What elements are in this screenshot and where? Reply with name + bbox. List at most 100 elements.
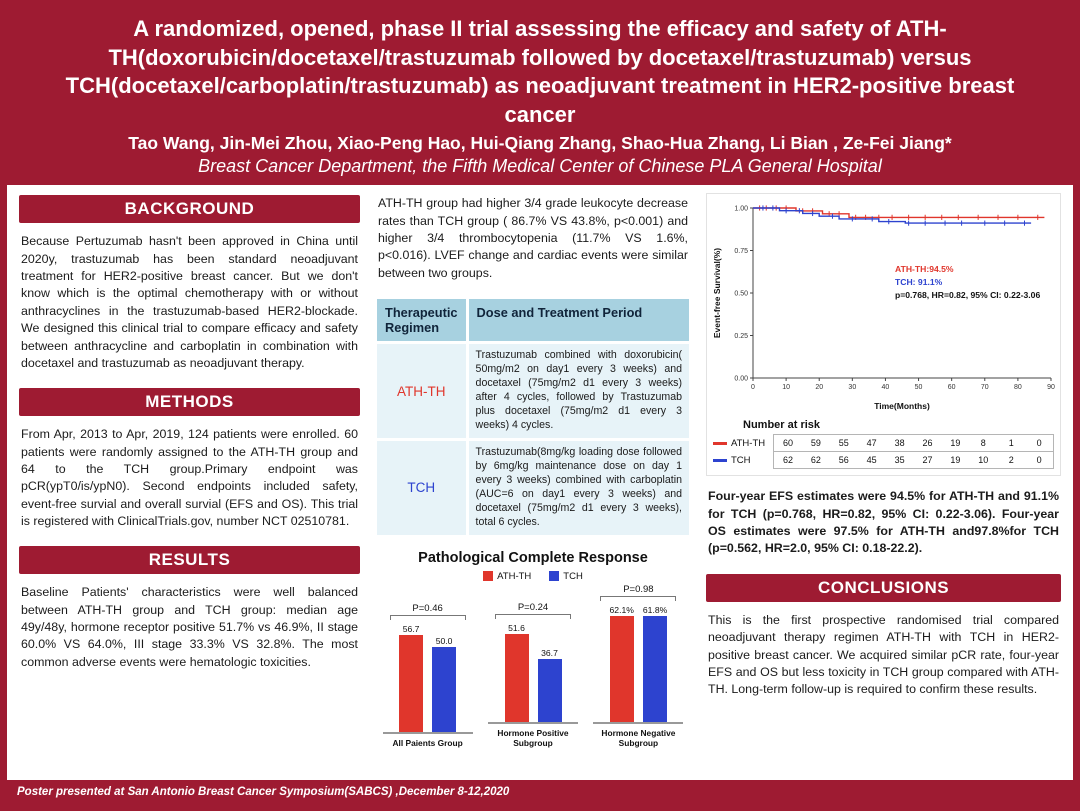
efs-os-text: Four-year EFS estimates were 94.5% for A… <box>708 489 1059 556</box>
risk-value: 19 <box>950 455 961 466</box>
regimen-desc-athth: Trastuzumab combined with doxorubicin( 5… <box>465 341 693 441</box>
svg-text:60: 60 <box>948 384 956 391</box>
pcr-bar <box>609 615 634 723</box>
pcr-bar-pair: 62.1% 61.8% <box>610 605 668 723</box>
pcr-bar <box>537 659 562 723</box>
pcr-bar <box>399 635 424 733</box>
svg-text:20: 20 <box>815 384 823 391</box>
conclusions-text: This is the first prospective randomised… <box>708 612 1059 697</box>
right-column: 1.00 0.75 0.50 0.25 0.00 0 10 20 30 40 50 60 70 80 90 E… <box>704 193 1063 778</box>
risk-value: 0 <box>1036 438 1042 449</box>
km-y-axis-label: Event-free Survival(%) <box>712 248 722 338</box>
km-annotation: TCH: 91.1% <box>895 277 943 287</box>
risk-marker-icon <box>713 459 727 463</box>
risk-value: 47 <box>866 438 877 449</box>
pcr-p-value: P=0.98 <box>623 583 654 595</box>
pcr-chart-plot-area: P=0.46 56.7 50.0 All Paients Group P=0.24 51.… <box>374 584 692 748</box>
risk-value: 1 <box>1008 438 1014 449</box>
svg-text:0.75: 0.75 <box>734 248 748 255</box>
risk-value: 45 <box>866 455 877 466</box>
pcr-bar-wrap: 62.1% <box>610 605 634 723</box>
svg-text:40: 40 <box>882 384 890 391</box>
km-survival-figure: 1.00 0.75 0.50 0.25 0.00 0 10 20 30 40 50 60 70 80 90 E… <box>706 193 1061 477</box>
risk-value: 60 <box>782 438 793 449</box>
risk-value: 0 <box>1036 455 1042 466</box>
number-at-risk-table: ATH-TH 60 59 55 47 38 26 19 8 1 0 TCH 62 62 56 45 35 27 19… <box>709 434 1058 470</box>
svg-text:0.25: 0.25 <box>734 333 748 340</box>
risk-value: 62 <box>782 455 793 466</box>
risk-group-name: TCH <box>731 455 751 467</box>
pcr-bar <box>432 646 457 733</box>
background-text: Because Pertuzumab hasn't been approved … <box>21 234 358 370</box>
risk-row-ath-th: ATH-TH 60 59 55 47 38 26 19 8 1 0 <box>713 434 1054 453</box>
pcr-bar-wrap: 56.7 <box>399 624 424 733</box>
risk-value: 55 <box>838 438 849 449</box>
risk-marker-icon <box>713 441 727 445</box>
risk-value: 56 <box>838 455 849 466</box>
legend-swatch-athth-icon <box>483 571 494 582</box>
risk-value: 35 <box>894 455 905 466</box>
pcr-axis-line <box>488 722 578 724</box>
legend-label-tch: TCH <box>563 570 583 582</box>
regimen-name-tch: TCH <box>374 437 469 538</box>
risk-value: 27 <box>922 455 933 466</box>
legend-label-athth: ATH-TH <box>497 570 532 582</box>
pcr-chart-title: Pathological Complete Response <box>418 549 648 566</box>
middle-column: ATH-TH group had higher 3/4 grade leukoc… <box>374 193 693 778</box>
svg-text:10: 10 <box>782 384 790 391</box>
pcr-bar-value: 51.6 <box>508 622 525 633</box>
pcr-p-value: P=0.24 <box>517 601 549 613</box>
km-x-axis-label: Time(Months) <box>874 401 930 411</box>
number-at-risk-label: Number at risk <box>743 419 821 432</box>
risk-value: 19 <box>950 438 961 449</box>
regimen-desc-tch: Trastuzumab(8mg/kg loading dose followed… <box>465 437 693 538</box>
risk-value: 59 <box>810 438 821 449</box>
pcr-bar-value: 50.0 <box>435 635 453 646</box>
table-row: TCH Trastuzumab(8mg/kg loading dose foll… <box>374 437 693 538</box>
legend-item-athth: ATH-TH <box>483 571 531 582</box>
regimen-table-header-dose: Dose and Treatment Period <box>465 296 693 345</box>
svg-text:50: 50 <box>915 384 923 391</box>
pcr-group: P=0.46 56.7 50.0 All Paients Group <box>378 603 477 748</box>
pcr-bar-chart: Pathological Complete Response ATH-TH TC… <box>374 550 692 748</box>
pcr-bar-wrap: 61.8% <box>643 605 668 723</box>
pcr-bar <box>504 633 529 723</box>
poster-body: BACKGROUND Because Pertuzumab hasn't bee… <box>7 185 1073 780</box>
risk-value: 26 <box>922 438 933 449</box>
risk-value: 10 <box>978 455 989 466</box>
poster-footer: Poster presented at San Antonio Breast C… <box>7 780 1073 804</box>
results-text: Baseline Patients' characteristics were … <box>21 585 358 669</box>
pcr-bar-wrap: 36.7 <box>537 648 562 723</box>
svg-text:70: 70 <box>981 384 989 391</box>
poster-affiliation: Breast Cancer Department, the Fifth Medi… <box>198 156 882 177</box>
km-annotation: p=0.768, HR=0.82, 95% CI: 0.22-3.06 <box>895 290 1040 300</box>
regimen-table-header-row: Therapeutic Regimen Dose and Treatment P… <box>374 296 693 345</box>
risk-values: 62 62 56 45 35 27 19 10 2 0 <box>773 452 1054 470</box>
risk-row-tch: TCH 62 62 56 45 35 27 19 10 2 0 <box>713 452 1054 470</box>
km-curve-tch <box>753 207 1032 225</box>
risk-values: 60 59 55 47 38 26 19 8 1 0 <box>773 434 1054 453</box>
methods-heading: METHODS <box>19 388 360 417</box>
pcr-chart-legend: ATH-TH TCH <box>374 571 692 582</box>
pcr-axis-line <box>593 722 684 724</box>
left-column: BACKGROUND Because Pertuzumab hasn't bee… <box>17 193 362 778</box>
poster-authors: Tao Wang, Jin-Mei Zhou, Xiao-Peng Hao, H… <box>128 133 952 154</box>
pcr-bar-value: 62.1% <box>609 604 634 615</box>
poster-title: A randomized, opened, phase II trial ass… <box>65 16 1015 127</box>
legend-item-tch: TCH <box>549 571 583 582</box>
pcr-category-label: All Paients Group <box>392 737 463 748</box>
pcr-bar-pair: 51.6 36.7 <box>504 622 562 723</box>
pcr-category-label: Hormone Negative Subgroup <box>601 727 676 748</box>
table-row: ATH-TH Trastuzumab combined with doxorub… <box>374 341 693 441</box>
pcr-bar-pair: 56.7 50.0 <box>399 624 457 733</box>
pcr-comparison-bracket <box>495 613 571 619</box>
pcr-p-value: P=0.46 <box>412 603 443 615</box>
pcr-bar <box>643 616 668 723</box>
regimen-table: Therapeutic Regimen Dose and Treatment P… <box>374 296 693 538</box>
svg-text:90: 90 <box>1047 384 1055 391</box>
svg-text:0.50: 0.50 <box>734 291 748 298</box>
regimen-table-header-regimen: Therapeutic Regimen <box>374 296 469 345</box>
methods-text: From Apr, 2013 to Apr, 2019, 124 patient… <box>21 427 358 529</box>
km-annotation: ATH-TH:94.5% <box>895 264 954 274</box>
